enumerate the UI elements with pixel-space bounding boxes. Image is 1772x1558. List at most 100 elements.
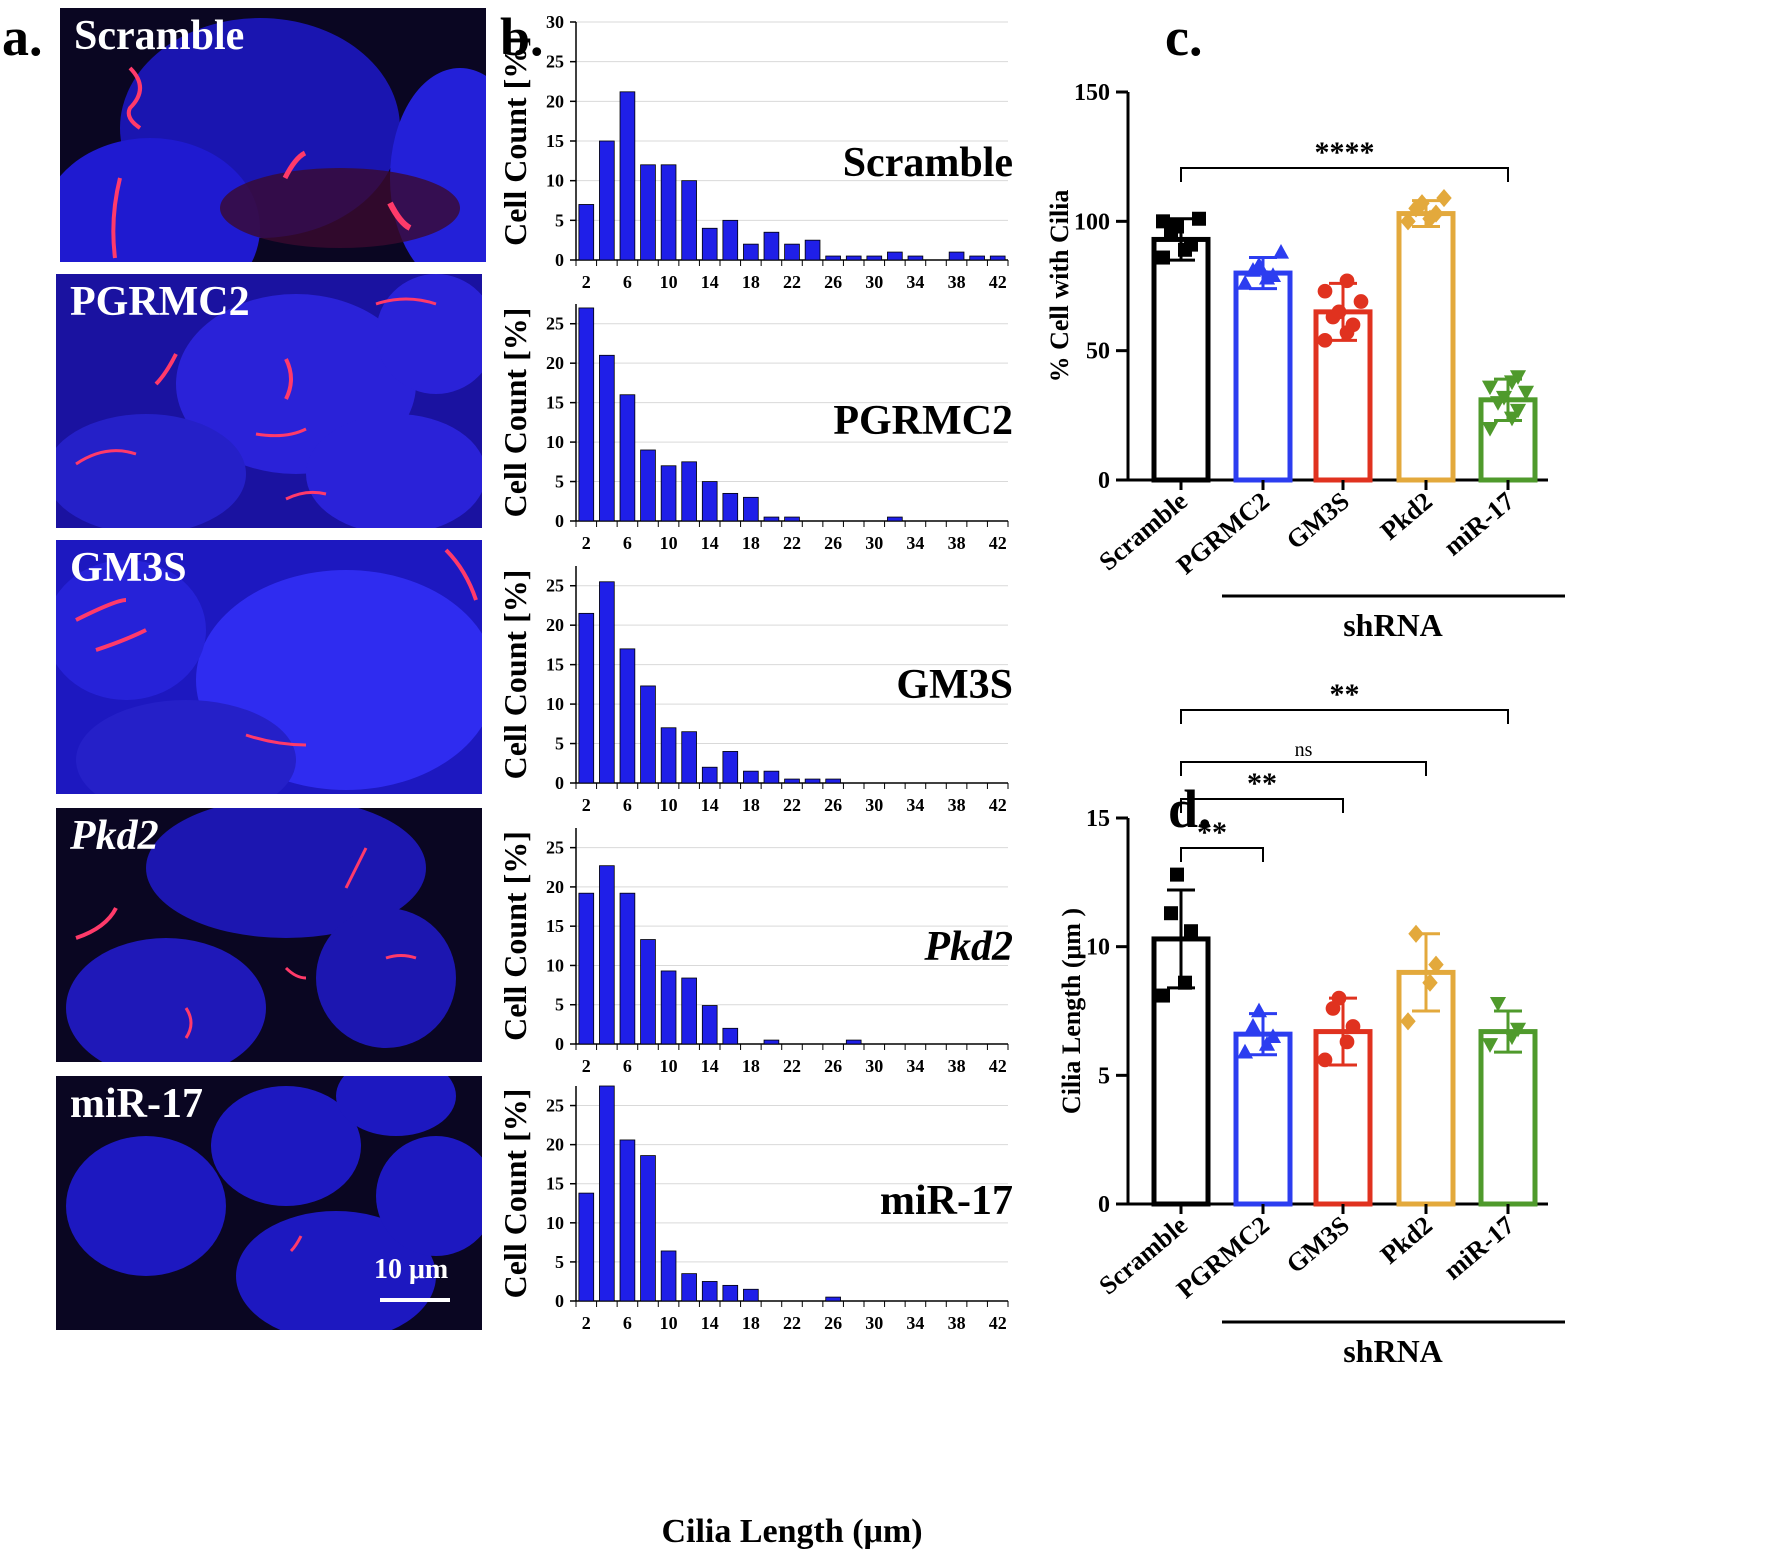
histogram-title: Scramble: [843, 140, 1013, 186]
significance-label: ****: [1315, 136, 1375, 169]
histogram-bar: [722, 492, 739, 522]
histogram-bar: [784, 516, 800, 522]
y-tick-label: 20: [546, 91, 564, 111]
y-tick-label: 5: [555, 995, 564, 1015]
x-tick-label: Pkd2: [1375, 486, 1438, 545]
x-tick-label: 22: [783, 1313, 801, 1333]
histogram-bar: [619, 394, 636, 522]
data-point: [1503, 1030, 1521, 1046]
y-tick-label: 15: [546, 131, 564, 151]
x-tick-label: 10: [660, 1313, 678, 1333]
histogram-bar: [845, 1039, 862, 1045]
x-tick-label: 30: [865, 533, 883, 553]
data-point: [1170, 219, 1184, 234]
histogram-bar: [763, 770, 780, 784]
x-tick-label: 26: [824, 272, 842, 292]
y-tick-label: 0: [555, 773, 564, 793]
histogram-bar: [701, 1281, 718, 1302]
histogram-bar: [743, 1288, 759, 1302]
y-tick-label: 100: [1074, 209, 1110, 235]
x-tick-label: 18: [742, 272, 760, 292]
x-tick-label: 6: [623, 272, 632, 292]
histogram-bar: [660, 465, 677, 522]
x-tick-label: 10: [660, 533, 678, 553]
group-label: shRNA: [1343, 607, 1443, 643]
data-point: [1400, 1012, 1416, 1031]
histogram-bar: [701, 481, 718, 522]
bar: [1313, 309, 1373, 483]
y-tick-label: 5: [1098, 1063, 1110, 1089]
y-tick-label: 50: [1086, 339, 1110, 365]
data-point: [1244, 262, 1262, 277]
x-tick-label: 2: [582, 272, 591, 292]
y-tick-label: 10: [546, 171, 564, 191]
data-point: [1184, 924, 1198, 939]
x-tick-label: 2: [582, 795, 591, 815]
x-tick-label: 30: [865, 1056, 883, 1076]
x-tick-label: 42: [989, 1313, 1007, 1333]
histogram-bar: [825, 255, 841, 261]
y-tick-label: 0: [555, 511, 564, 531]
data-point: [1422, 973, 1438, 992]
histogram-bar: [763, 231, 780, 261]
x-tick-label: 42: [989, 795, 1007, 815]
x-tick-label: 30: [865, 795, 883, 815]
data-point: [1244, 1018, 1262, 1033]
data-point: [1317, 332, 1333, 348]
panel-letter-a: a.: [2, 7, 43, 67]
histogram-bar: [578, 892, 595, 1045]
data-point: [1489, 396, 1507, 411]
y-tick-label: 0: [1098, 1192, 1110, 1218]
micrograph-label: GM3S: [70, 545, 187, 591]
histogram-bar: [619, 1139, 636, 1302]
x-tick-label: 34: [906, 272, 924, 292]
x-tick-label: 38: [948, 1056, 966, 1076]
histogram-bar: [743, 243, 759, 261]
histogram-bar: [599, 581, 615, 784]
x-tick-label: miR-17: [1438, 1210, 1520, 1285]
significance-label: ns: [1295, 739, 1313, 761]
data-point: [1509, 1022, 1527, 1038]
y-tick-label: 15: [546, 1174, 564, 1194]
histogram-bar: [578, 1192, 595, 1302]
y-tick-label: 15: [546, 916, 564, 936]
histogram-bar: [681, 1273, 697, 1302]
x-axis-label: Cilia Length (μm): [661, 1513, 922, 1550]
data-point: [1428, 955, 1444, 974]
histogram-bar: [763, 1039, 780, 1045]
data-point: [1339, 325, 1355, 340]
x-tick-label: Scramble: [1093, 1210, 1192, 1300]
x-tick-label: 30: [865, 272, 883, 292]
y-tick-label: 5: [555, 472, 564, 492]
histogram-bar: [640, 939, 656, 1045]
bar: [1478, 1029, 1538, 1207]
bar: [1151, 236, 1211, 483]
data-point: [1317, 1052, 1333, 1068]
histogram-bar: [722, 1284, 739, 1302]
data-point: [1331, 304, 1347, 320]
histogram-bar: [640, 1155, 656, 1302]
y-tick-label: 20: [546, 1135, 564, 1155]
y-tick-label: 20: [546, 615, 564, 635]
x-tick-label: 34: [906, 533, 924, 553]
histogram-title: miR-17: [880, 1178, 1013, 1224]
y-axis-label: Cell Count [%]: [497, 831, 533, 1041]
y-tick-label: 0: [555, 1034, 564, 1054]
data-point: [1192, 211, 1206, 226]
histogram-bar: [825, 778, 841, 784]
histogram-bar: [701, 766, 718, 784]
x-tick-label: 26: [824, 795, 842, 815]
histogram-bar: [784, 243, 800, 261]
data-point: [1345, 317, 1361, 333]
bar: [1233, 1031, 1293, 1207]
x-tick-label: 26: [824, 1313, 842, 1333]
histogram-bar: [640, 449, 656, 522]
y-tick-label: 150: [1074, 80, 1110, 106]
micrograph-image: [60, 8, 486, 262]
data-point: [1400, 212, 1416, 231]
x-tick-label: 38: [948, 795, 966, 815]
bar: [1233, 270, 1293, 483]
